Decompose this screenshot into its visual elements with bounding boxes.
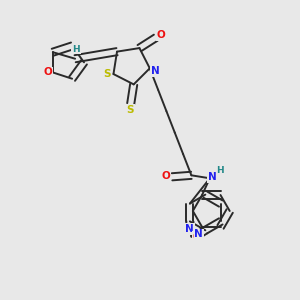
Text: O: O: [157, 30, 166, 40]
Text: S: S: [103, 69, 111, 79]
Text: N: N: [208, 172, 217, 182]
Text: N: N: [194, 230, 203, 239]
Text: N: N: [185, 224, 194, 234]
Text: H: H: [216, 167, 224, 176]
Text: S: S: [126, 105, 134, 115]
Text: N: N: [151, 66, 160, 76]
Text: H: H: [72, 45, 80, 54]
Text: O: O: [192, 232, 201, 242]
Text: O: O: [43, 68, 52, 77]
Text: O: O: [161, 171, 170, 181]
